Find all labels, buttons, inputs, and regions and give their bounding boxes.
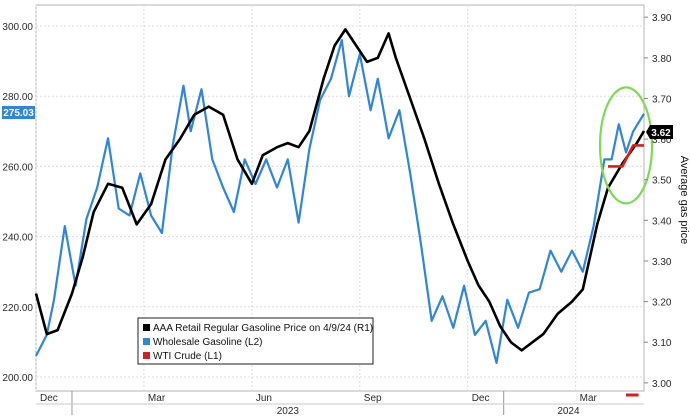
highlight-ellipse (598, 86, 654, 205)
right-tick-label: 3.00 (652, 379, 672, 390)
right-tick-label: 3.20 (652, 298, 672, 309)
annotation-layer (598, 86, 654, 397)
x-month-label: Mar (580, 393, 598, 404)
retail-badge-text: 3.62 (651, 128, 671, 139)
right-tick-label: 3.50 (652, 176, 672, 187)
legend-box (137, 317, 374, 365)
series-line-retail (34, 28, 646, 352)
right-tick-label: 3.30 (652, 257, 672, 268)
right-tick-label: 3.10 (652, 338, 672, 349)
series-line-wti (608, 144, 644, 168)
legend-swatch-retail (143, 324, 150, 331)
left-axis: 300.00 280.00 260.00 240.00 220.00 200.00 (2, 22, 33, 384)
legend-label-retail: AAA Retail Regular Gasoline Price on 4/9… (153, 323, 373, 334)
x-axis: Dec Mar Jun Sep Dec Mar 2023 2024 (36, 391, 644, 417)
left-tick-label: 220.00 (2, 303, 33, 314)
right-tick-label: 3.40 (652, 216, 672, 227)
x-year-label: 2023 (277, 406, 300, 417)
x-month-label: Mar (148, 393, 166, 404)
series-layer (34, 28, 646, 364)
series-line-wholesale (35, 39, 645, 364)
left-tick-label: 300.00 (2, 22, 33, 33)
wholesale-badge-text: 275.03 (3, 108, 34, 119)
x-month-label: Dec (472, 393, 490, 404)
legend-label-wti: WTI Crude (L1) (153, 351, 222, 362)
legend: AAA Retail Regular Gasoline Price on 4/9… (137, 317, 374, 365)
retail-badge-bg (646, 125, 673, 139)
x-month-label: Sep (364, 393, 382, 404)
left-tick-label: 200.00 (2, 373, 33, 384)
right-axis-title: Average gas price (678, 156, 690, 244)
right-tick-label: 3.90 (652, 13, 672, 24)
x-year-label: 2024 (557, 406, 580, 417)
left-tick-label: 260.00 (2, 162, 33, 173)
legend-label-wholesale: Wholesale Gasoline (L2) (153, 337, 263, 348)
legend-swatch-wholesale (143, 338, 150, 345)
retail-last-badge: 3.62 (646, 125, 673, 139)
wholesale-badge-bg (2, 106, 35, 119)
x-month-label: Dec (40, 393, 58, 404)
right-tick-label: 3.80 (652, 54, 672, 65)
left-tick-label: 240.00 (2, 233, 33, 244)
right-axis: 3.90 3.80 3.70 3.60 3.50 3.40 3.30 3.20 3.10 3.00 (644, 13, 672, 390)
legend-swatch-wti (143, 352, 150, 359)
left-tick-label: 280.00 (2, 92, 33, 103)
wholesale-last-badge: 275.03 (2, 106, 35, 119)
right-tick-label: 3.70 (652, 94, 672, 105)
x-month-label: Jun (256, 393, 272, 404)
right-tick-label: 3.60 (652, 135, 672, 146)
